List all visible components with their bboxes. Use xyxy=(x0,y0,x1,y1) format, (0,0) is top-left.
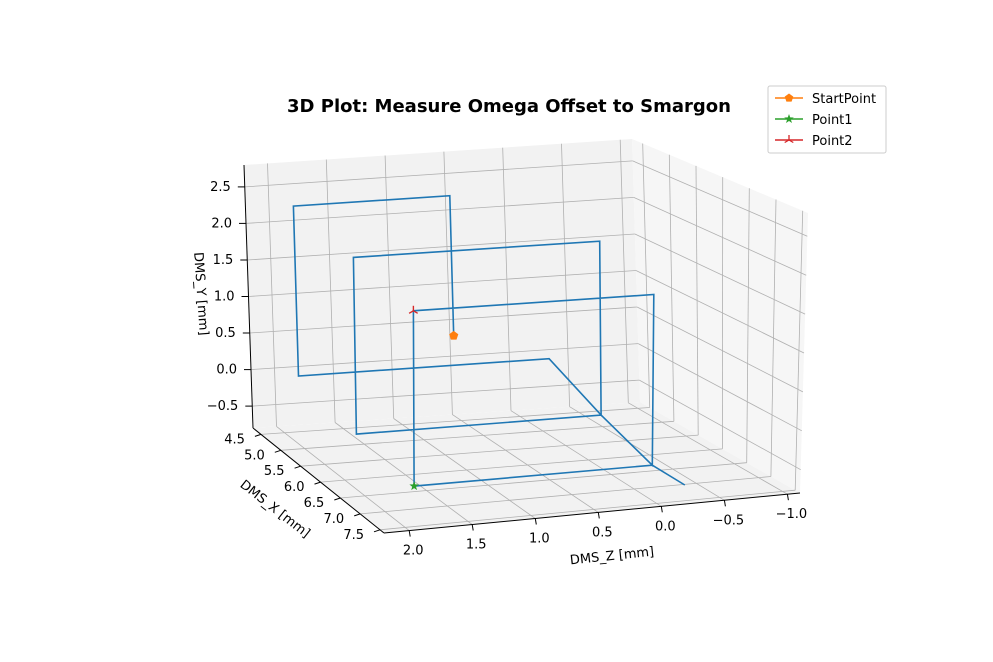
x-tick-label: 0.5 xyxy=(592,525,613,540)
y-tick-mark xyxy=(334,497,341,501)
x-tick-mark xyxy=(723,500,726,507)
chart-panes xyxy=(244,139,808,533)
x-tick-mark xyxy=(786,494,789,501)
legend: StartPoint Point1 Point2 xyxy=(767,85,887,154)
grid-line-y xyxy=(636,306,804,393)
x-tick-mark xyxy=(660,506,663,513)
grid-line-z xyxy=(452,414,599,513)
chart-series xyxy=(292,194,686,491)
grid-line-y xyxy=(638,343,802,432)
grid-line-x xyxy=(280,420,674,451)
z-tick-label: 0.0 xyxy=(216,363,237,378)
floor-pane xyxy=(253,402,800,533)
y-tick-label: 6.5 xyxy=(304,496,325,511)
legend-marker-point2 xyxy=(784,135,794,144)
x-tick-mark xyxy=(534,518,537,525)
x-tick-mark xyxy=(471,524,474,531)
grid-line-z xyxy=(334,422,473,525)
x-tick-label: 2.0 xyxy=(403,544,424,559)
y-tick-label: 4.5 xyxy=(224,432,245,447)
legend-label-startpoint: StartPoint xyxy=(812,92,876,107)
y-axis-line xyxy=(252,427,385,534)
grid-line-z xyxy=(393,418,536,519)
x-tick-label: 1.5 xyxy=(466,538,487,553)
legend-frame xyxy=(767,85,887,154)
grid-line-y xyxy=(250,343,639,370)
x-tick-label: −0.5 xyxy=(713,513,745,528)
grid-line-x xyxy=(320,448,723,483)
grid-line-z xyxy=(276,426,410,531)
grid-line-y xyxy=(248,270,637,297)
chart-title: 3D Plot: Measure Omega Offset to Smargon xyxy=(287,96,731,117)
grid-line-x xyxy=(360,476,771,515)
legend-label-point1: Point1 xyxy=(812,113,853,128)
x-tick-label: 1.0 xyxy=(529,532,550,547)
grid-line-y xyxy=(634,233,806,315)
grid-line-z xyxy=(510,410,662,507)
grid-line-y xyxy=(633,197,807,276)
chart-axes xyxy=(237,164,801,537)
grid-line-y xyxy=(252,379,640,407)
marker-startpoint xyxy=(449,330,459,340)
grid-line-y xyxy=(245,197,634,224)
y-tick-label: 5.0 xyxy=(244,448,265,463)
x-tick-mark xyxy=(597,512,600,519)
y-tick-label: 5.5 xyxy=(264,464,285,479)
z-axis-label: DMS_Y [mm] xyxy=(190,252,211,336)
y-tick-label: 7.0 xyxy=(324,512,345,527)
chart-tick-labels: 2.0 1.5 1.0 0.5 0.0 −0.5 −1.04.55.05.56.06.57.… xyxy=(207,180,807,559)
z-tick-label: −0.5 xyxy=(207,399,239,414)
x-tick-label: 0.0 xyxy=(655,519,676,534)
z-tick-label: 1.0 xyxy=(214,290,235,305)
y-tick-mark xyxy=(254,433,262,437)
x-tick-label: −1.0 xyxy=(776,507,808,522)
grid-line-y xyxy=(249,306,638,334)
y-tick-label: 6.0 xyxy=(284,480,305,495)
grid-line-x xyxy=(260,407,650,435)
z-tick-label: 0.5 xyxy=(215,326,236,341)
grid-line-y xyxy=(635,270,805,354)
y-tick-mark xyxy=(373,529,381,533)
grid-line-z xyxy=(628,402,788,495)
marker-point2 xyxy=(408,305,419,314)
scan-path-line xyxy=(292,194,686,487)
grid-line-y xyxy=(639,379,801,471)
x-tick-mark xyxy=(408,530,411,537)
marker-point1 xyxy=(409,481,419,491)
z-tick-label: 1.5 xyxy=(213,253,234,268)
y-tick-mark xyxy=(274,449,281,453)
legend-item-point1: Point1 xyxy=(775,113,853,128)
legend-label-point2: Point2 xyxy=(812,134,853,149)
y-tick-mark xyxy=(294,465,301,469)
side-pane xyxy=(632,139,808,493)
y-tick-mark xyxy=(314,481,321,485)
grid-line-y xyxy=(632,160,808,237)
legend-marker-point1 xyxy=(784,114,794,123)
legend-marker-startpoint xyxy=(784,93,794,102)
grid-line-x xyxy=(340,462,747,499)
grid-line-x xyxy=(300,434,699,467)
z-tick-label: 2.5 xyxy=(210,180,231,195)
z-tick-label: 2.0 xyxy=(211,216,232,231)
chart-grid xyxy=(244,139,808,531)
x-axis-line xyxy=(383,492,801,534)
y-tick-mark xyxy=(354,513,361,517)
y-tick-label: 7.5 xyxy=(343,528,364,543)
grid-line-y xyxy=(244,160,633,188)
grid-line-z xyxy=(569,406,725,501)
grid-line-x xyxy=(379,489,796,531)
legend-item-startpoint: StartPoint xyxy=(775,92,876,107)
legend-item-point2: Point2 xyxy=(775,134,853,149)
x-axis-label: DMS_Z [mm] xyxy=(569,545,655,569)
grid-line-y xyxy=(247,233,635,261)
